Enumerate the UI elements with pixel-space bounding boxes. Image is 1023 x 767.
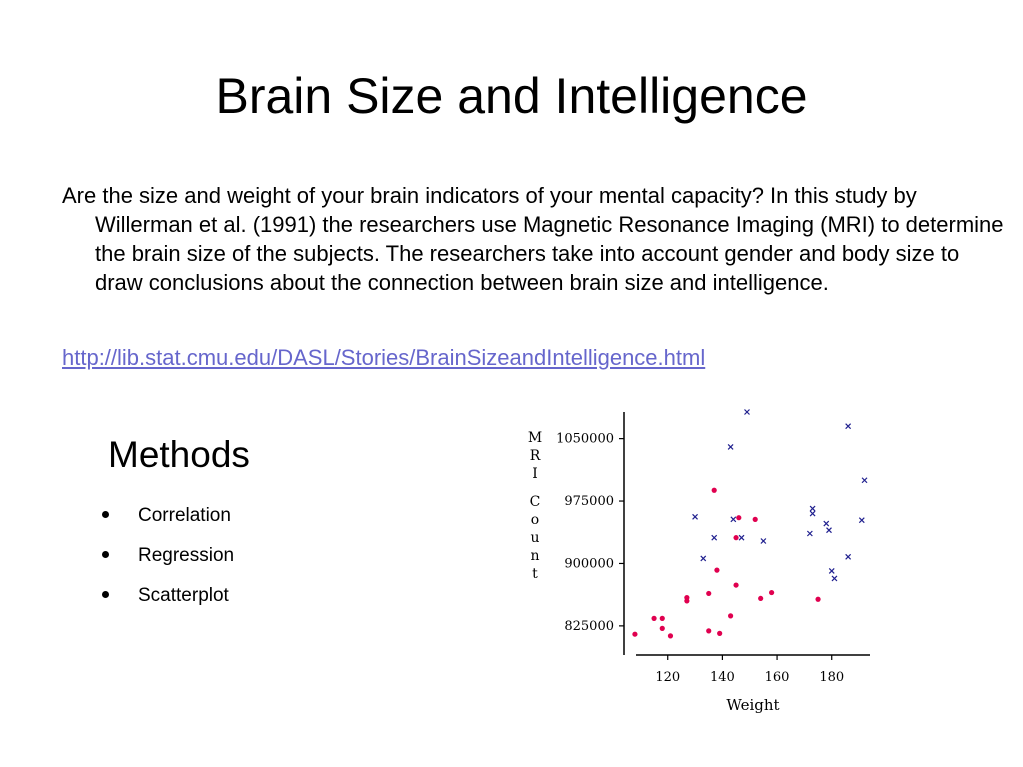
- bullet-icon: [102, 551, 109, 558]
- scatter-point-x: [806, 530, 813, 537]
- bullet-icon: [102, 591, 109, 598]
- mri-weight-scatterplot: 825000 900000 975000 1050000 120 140 160 180 M…: [528, 409, 870, 714]
- methods-heading: Methods: [108, 434, 250, 475]
- scatter-point-x: [845, 423, 852, 430]
- y-label-letter: n: [530, 548, 539, 564]
- scatter-point-dot: [706, 590, 712, 597]
- scatter-point-x: [692, 513, 698, 520]
- scatter-point-x: [730, 516, 737, 523]
- methods-list: Correlation Regression Scatterplot: [100, 496, 234, 616]
- scatter-point-x: [700, 555, 707, 562]
- scatter-point-x: [711, 534, 718, 541]
- y-tick-label: 900000: [564, 556, 614, 571]
- scatter-point-dot: [667, 633, 674, 639]
- method-label: Correlation: [138, 505, 231, 526]
- y-label-letter: M: [528, 430, 542, 446]
- scatter-point-x: [760, 538, 767, 544]
- scatter-point-x: [823, 520, 830, 527]
- method-label: Regression: [138, 545, 235, 566]
- x-axis-ticks: 120 140 160 180: [655, 655, 844, 685]
- scatter-point-x: [828, 568, 835, 574]
- scatter-point-dot: [728, 613, 734, 619]
- y-axis-ticks: 825000 900000 975000 1050000: [556, 432, 624, 634]
- list-item: Correlation: [100, 496, 234, 536]
- y-label-letter: I: [532, 466, 538, 482]
- scatter-point-dot: [706, 628, 712, 634]
- y-label-letter: o: [531, 512, 539, 528]
- y-tick-label: 825000: [564, 619, 614, 634]
- x-axis-label: Weight: [726, 696, 779, 714]
- scatter-point-x: [809, 505, 816, 512]
- intro-paragraph: Are the size and weight of your brain in…: [62, 183, 1004, 295]
- scatter-point-x: [809, 510, 816, 517]
- scatter-point-x: [727, 444, 734, 450]
- y-label-letter: t: [532, 566, 538, 582]
- method-label: Scatterplot: [138, 585, 229, 606]
- scatter-point-dot: [736, 515, 742, 521]
- y-tick-label: 975000: [564, 494, 614, 509]
- scatter-point-dot: [733, 582, 739, 588]
- scatter-point-dot: [659, 625, 665, 631]
- list-item: Regression: [100, 536, 234, 576]
- scatter-point-dot: [758, 595, 764, 602]
- scatter-point-x: [831, 575, 838, 582]
- scatter-point-dot: [769, 589, 775, 596]
- scatter-point-dot: [684, 594, 690, 601]
- scatter-point-x: [826, 527, 832, 534]
- scatter-point-dot: [717, 630, 723, 636]
- y-label-letter: C: [530, 494, 541, 510]
- x-tick-label: 140: [710, 670, 735, 685]
- scatter-point-dot: [711, 487, 717, 493]
- x-tick-label: 180: [819, 670, 844, 685]
- list-item: Scatterplot: [100, 576, 234, 616]
- scatter-point-x: [845, 553, 852, 560]
- scatter-point-x: [858, 517, 865, 524]
- x-tick-label: 120: [655, 670, 680, 685]
- scatter-point-dot: [733, 535, 739, 541]
- scatter-point-dot: [752, 516, 758, 522]
- scatter-point-dot: [632, 631, 638, 637]
- y-label-letter: R: [530, 448, 541, 464]
- scatter-point-x: [738, 534, 745, 541]
- scatter-point-dot: [815, 596, 821, 602]
- scatter-point-dot: [651, 615, 657, 621]
- scatter-point-x: [744, 409, 750, 415]
- scatter-point-x: [861, 477, 868, 484]
- data-points: [632, 409, 868, 639]
- slide-title: Brain Size and Intelligence: [215, 68, 808, 124]
- scatter-point-dot: [659, 615, 665, 621]
- bullet-icon: [102, 511, 109, 518]
- scatter-point-dot: [714, 567, 720, 573]
- dasl-story-link[interactable]: http://lib.stat.cmu.edu/DASL/Stories/Bra…: [62, 345, 706, 370]
- y-label-letter: u: [530, 530, 539, 546]
- x-tick-label: 160: [765, 670, 790, 685]
- y-tick-label: 1050000: [556, 432, 614, 447]
